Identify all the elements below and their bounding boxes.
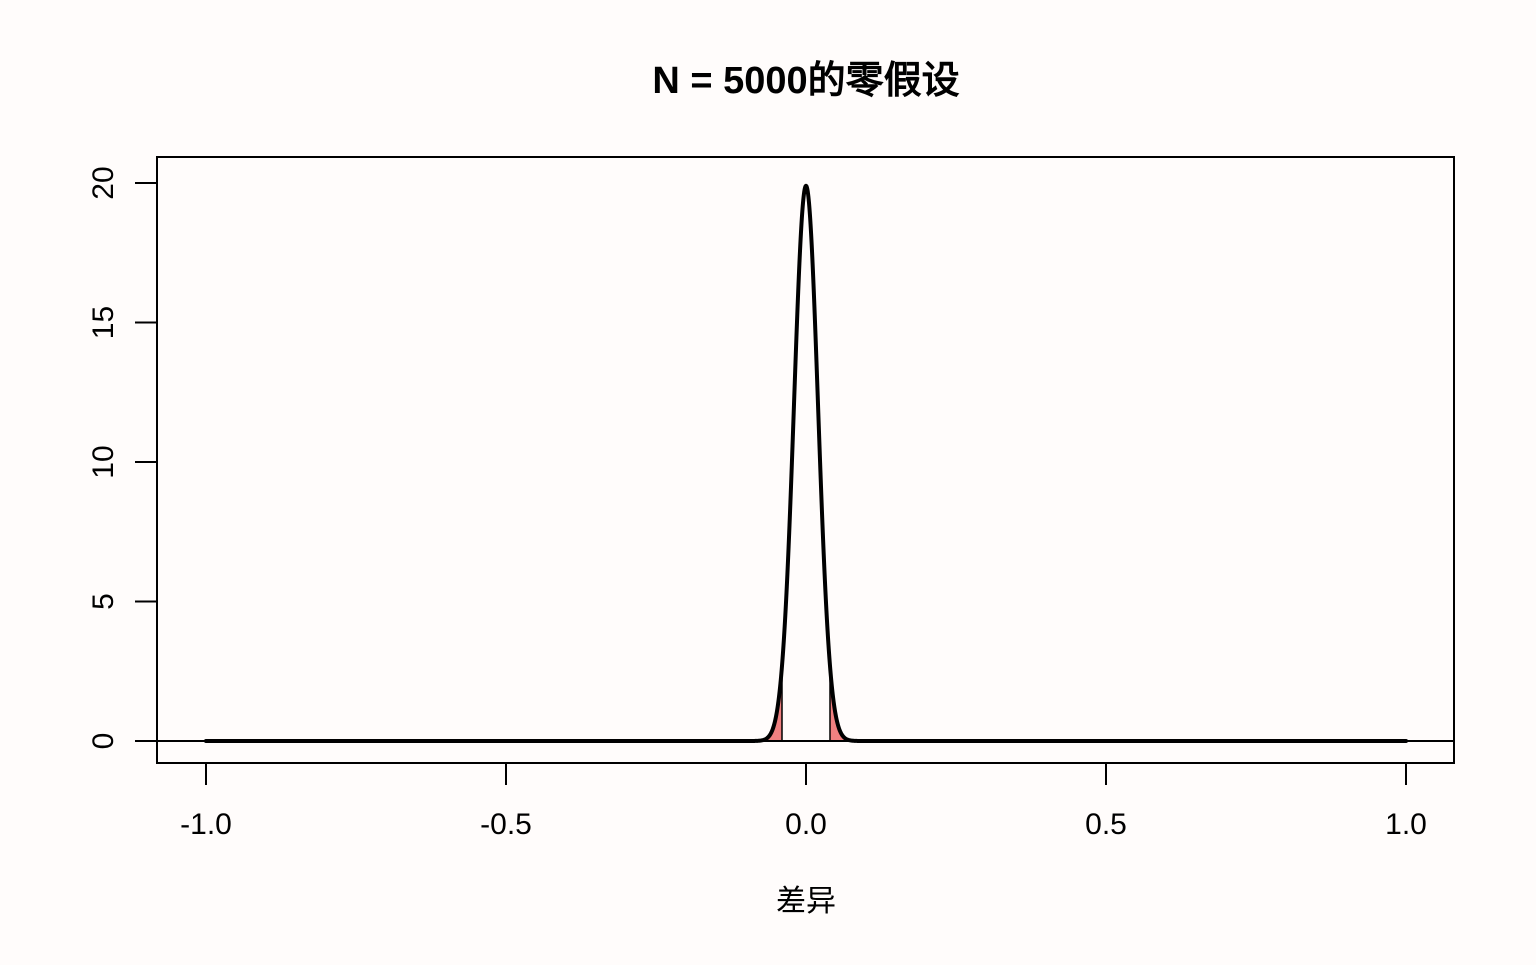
density-curve-0 [204,183,1408,743]
x-tick-label: -1.0 [180,808,232,841]
y-tick-label: 15 [87,306,120,339]
x-tick-label: 0.5 [1085,808,1127,841]
x-tick-label: -0.5 [480,808,532,841]
x-tick-label: 1.0 [1385,808,1427,841]
density-curves [204,183,1408,743]
y-tick-label: 10 [87,445,120,478]
x-axis: -1.0 -0.5 0.0 0.5 1.0 [180,762,1427,841]
x-tick-label: 0.0 [785,808,827,841]
x-axis-label: 差异 [776,884,836,919]
y-axis: 0 5 10 15 20 [87,166,158,750]
chart-title: N = 5000的零假设 [652,60,959,102]
y-tick-label: 5 [87,593,120,610]
y-tick-label: 20 [87,166,120,199]
y-tick-label: 0 [87,733,120,750]
